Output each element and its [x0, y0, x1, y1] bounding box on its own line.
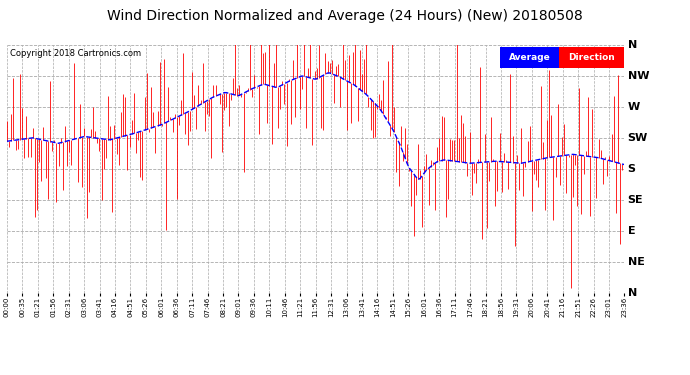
- Text: N: N: [627, 40, 637, 50]
- Text: SW: SW: [627, 133, 648, 143]
- Text: S: S: [627, 164, 635, 174]
- Text: E: E: [627, 226, 635, 236]
- Text: NW: NW: [627, 71, 649, 81]
- Text: SE: SE: [627, 195, 643, 205]
- Text: Direction: Direction: [569, 53, 615, 62]
- Text: N: N: [627, 288, 637, 297]
- Text: NE: NE: [627, 256, 644, 267]
- Text: Copyright 2018 Cartronics.com: Copyright 2018 Cartronics.com: [10, 49, 141, 58]
- Text: Wind Direction Normalized and Average (24 Hours) (New) 20180508: Wind Direction Normalized and Average (2…: [107, 9, 583, 23]
- Text: Average: Average: [509, 53, 551, 62]
- Text: W: W: [627, 102, 640, 112]
